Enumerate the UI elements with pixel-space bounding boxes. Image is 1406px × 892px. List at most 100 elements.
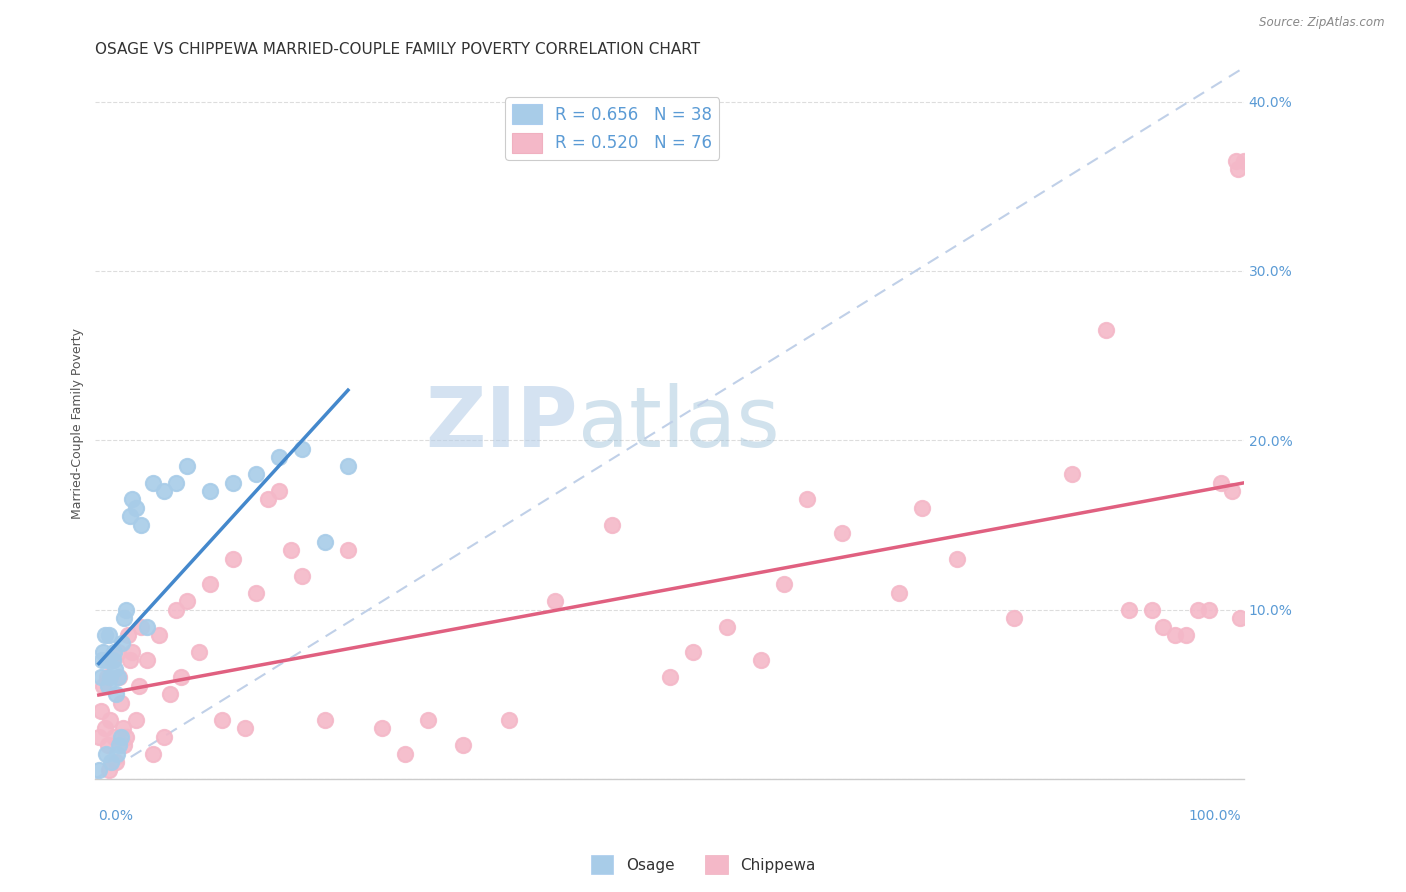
Text: OSAGE VS CHIPPEWA MARRIED-COUPLE FAMILY POVERTY CORRELATION CHART: OSAGE VS CHIPPEWA MARRIED-COUPLE FAMILY … bbox=[96, 42, 700, 57]
Point bbox=[1060, 467, 1083, 481]
Point bbox=[111, 636, 134, 650]
Point bbox=[165, 475, 187, 490]
Point bbox=[111, 721, 134, 735]
Point bbox=[945, 551, 967, 566]
Point bbox=[170, 670, 193, 684]
Point bbox=[97, 738, 120, 752]
Point bbox=[98, 764, 121, 778]
Legend: Osage, Chippewa: Osage, Chippewa bbox=[585, 849, 821, 880]
Point bbox=[124, 500, 146, 515]
Point bbox=[337, 543, 360, 558]
Point bbox=[110, 696, 132, 710]
Text: Source: ZipAtlas.com: Source: ZipAtlas.com bbox=[1260, 16, 1385, 29]
Point bbox=[129, 517, 152, 532]
Point bbox=[121, 492, 143, 507]
Point bbox=[418, 713, 440, 727]
Point bbox=[544, 594, 567, 608]
Point bbox=[1209, 475, 1232, 490]
Point bbox=[233, 721, 256, 735]
Point bbox=[112, 611, 135, 625]
Point bbox=[101, 653, 124, 667]
Point bbox=[245, 585, 267, 599]
Point bbox=[1198, 602, 1220, 616]
Point bbox=[1229, 611, 1251, 625]
Point bbox=[773, 577, 796, 591]
Point bbox=[105, 755, 128, 769]
Point bbox=[211, 713, 233, 727]
Point bbox=[153, 483, 176, 498]
Point bbox=[1187, 602, 1209, 616]
Point bbox=[280, 543, 302, 558]
Point bbox=[269, 450, 291, 465]
Point bbox=[104, 662, 127, 676]
Point bbox=[105, 687, 128, 701]
Point bbox=[142, 475, 165, 490]
Point bbox=[108, 670, 131, 684]
Text: ZIP: ZIP bbox=[425, 383, 578, 464]
Point bbox=[165, 602, 187, 616]
Point bbox=[98, 628, 121, 642]
Point bbox=[682, 645, 704, 659]
Point bbox=[200, 483, 222, 498]
Point bbox=[1152, 619, 1174, 633]
Point bbox=[1225, 153, 1247, 168]
Point bbox=[107, 670, 129, 684]
Point bbox=[103, 645, 125, 659]
Point bbox=[136, 619, 159, 633]
Point bbox=[1118, 602, 1140, 616]
Point bbox=[498, 713, 520, 727]
Point bbox=[153, 730, 176, 744]
Point bbox=[451, 738, 474, 752]
Point bbox=[124, 713, 146, 727]
Point bbox=[1233, 153, 1256, 168]
Point bbox=[115, 730, 138, 744]
Point bbox=[93, 628, 115, 642]
Point bbox=[87, 730, 110, 744]
Point bbox=[751, 653, 773, 667]
Point bbox=[1095, 323, 1118, 337]
Point bbox=[100, 755, 122, 769]
Point bbox=[105, 747, 128, 761]
Point bbox=[93, 645, 115, 659]
Point bbox=[291, 442, 314, 456]
Point bbox=[200, 577, 222, 591]
Point bbox=[314, 534, 336, 549]
Point bbox=[176, 594, 198, 608]
Point bbox=[87, 764, 110, 778]
Point bbox=[314, 713, 336, 727]
Point bbox=[136, 653, 159, 667]
Point bbox=[128, 679, 150, 693]
Point bbox=[1164, 628, 1187, 642]
Point bbox=[716, 619, 738, 633]
Point bbox=[1220, 483, 1243, 498]
Point bbox=[291, 568, 314, 582]
Point bbox=[222, 551, 245, 566]
Point bbox=[108, 738, 131, 752]
Point bbox=[90, 670, 112, 684]
Point bbox=[118, 509, 141, 524]
Point bbox=[245, 467, 267, 481]
Point bbox=[107, 645, 129, 659]
Point bbox=[91, 653, 114, 667]
Point bbox=[658, 670, 681, 684]
Point bbox=[129, 619, 152, 633]
Point bbox=[337, 458, 360, 473]
Point bbox=[101, 653, 124, 667]
Text: 100.0%: 100.0% bbox=[1188, 809, 1241, 823]
Legend: R = 0.656   N = 38, R = 0.520   N = 76: R = 0.656 N = 38, R = 0.520 N = 76 bbox=[505, 97, 718, 160]
Point bbox=[148, 628, 170, 642]
Point bbox=[1002, 611, 1025, 625]
Point bbox=[394, 747, 416, 761]
Point bbox=[90, 704, 112, 718]
Point bbox=[142, 747, 165, 761]
Point bbox=[1140, 602, 1163, 616]
Point bbox=[103, 730, 125, 744]
Point bbox=[96, 670, 118, 684]
Point bbox=[121, 645, 143, 659]
Point bbox=[187, 645, 209, 659]
Point bbox=[1175, 628, 1198, 642]
Point bbox=[93, 721, 115, 735]
Point bbox=[110, 730, 132, 744]
Point bbox=[118, 653, 141, 667]
Point bbox=[112, 738, 135, 752]
